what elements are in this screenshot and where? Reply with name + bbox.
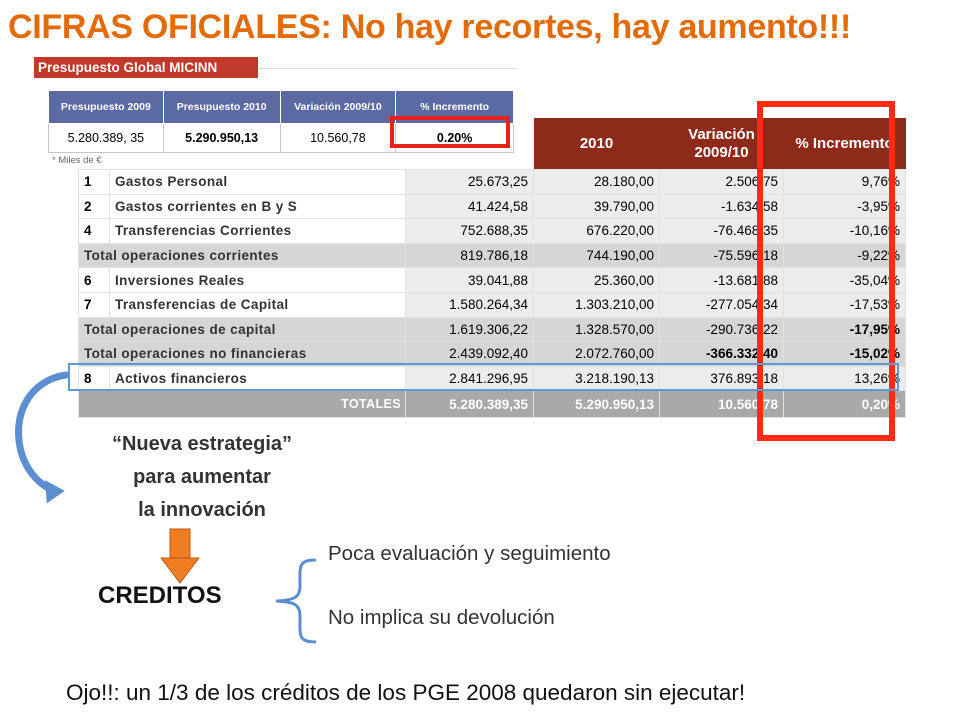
table-row: 4 Transferencias Corrientes 752.688,35 6… (78, 218, 906, 244)
totals-label: TOTALES (78, 390, 406, 419)
highlight-box-percent-column (757, 101, 895, 441)
value-2010: 1.328.570,00 (533, 316, 660, 343)
brace-item-evaluation: Poca evaluación y seguimiento (328, 542, 611, 565)
row-label: Total operaciones corrientes (78, 242, 406, 269)
value-2010: 28.180,00 (533, 169, 660, 195)
strategy-line-3: la innovación (138, 499, 266, 521)
value-2009: 1.580.264,34 (405, 291, 534, 318)
summary-value-2009: 5.280.389, 35 (48, 123, 164, 153)
value-percent: 13,26% (783, 365, 906, 392)
value-2010: 3.218.190,13 (533, 365, 660, 392)
value-2010: 25.360,00 (533, 267, 660, 293)
row-index: 1 (78, 169, 110, 195)
summary-header-variation: Variación 2009/10 (279, 90, 397, 124)
summary-header-row: Presupuesto 2009 Presupuesto 2010 Variac… (48, 90, 514, 124)
value-variation: -1.634,58 (659, 193, 784, 220)
row-label: Total operaciones no financieras (78, 341, 406, 367)
value-2009: 1.619.306,22 (405, 316, 534, 343)
row-label: Activos financieros (109, 365, 406, 392)
down-arrow-icon (160, 528, 200, 584)
page-title: CIFRAS OFICIALES: No hay recortes, hay a… (8, 8, 851, 46)
table-row: 7 Transferencias de Capital 1.580.264,34… (78, 291, 906, 318)
row-label: Transferencias Corrientes (109, 218, 406, 244)
strategy-caption: “Nueva estrategia” para aumentar la inno… (60, 428, 344, 527)
strategy-line-2: para aumentar (133, 466, 271, 488)
subtotal-row: Total operaciones de capital 1.619.306,2… (78, 316, 906, 343)
value-2009: 25.673,25 (405, 169, 534, 195)
row-index: 4 (78, 218, 110, 244)
total-2009: 5.280.389,35 (405, 390, 534, 419)
value-percent: -15,02% (783, 341, 906, 367)
curly-brace-icon (275, 558, 317, 644)
row-index: 7 (78, 291, 110, 318)
banner-divider (258, 68, 516, 69)
table-header-row: 2010 Variación 2009/10 % Incremento (79, 118, 906, 170)
strategy-line-1: “Nueva estrategia” (111, 433, 293, 455)
total-percent: 0,20% (783, 390, 906, 419)
table-row: 2 Gastos corrientes en B y S 41.424,58 3… (78, 193, 906, 220)
row-label: Total operaciones de capital (78, 316, 406, 343)
header-variacion: Variación 2009/10 (659, 118, 784, 170)
table-row: 1 Gastos Personal 25.673,25 28.180,00 2.… (78, 169, 906, 195)
total-2010: 5.290.950,13 (533, 390, 660, 419)
value-2009: 39.041,88 (405, 267, 534, 293)
header-2010: 2010 (533, 118, 660, 170)
summary-value-2010: 5.290.950,13 (162, 123, 281, 153)
value-percent: -17,95% (783, 316, 906, 343)
row-index: 2 (78, 193, 110, 220)
footer-note: Ojo!!: un 1/3 de los créditos de los PGE… (66, 680, 746, 705)
row-label: Transferencias de Capital (109, 291, 406, 318)
brace-item-return: No implica su devolución (328, 606, 555, 629)
table-row: 6 Inversiones Reales 39.041,88 25.360,00… (78, 267, 906, 293)
highlight-box-activos-row (68, 363, 899, 391)
value-percent: -35,04% (783, 267, 906, 293)
row-label: Gastos corrientes en B y S (109, 193, 406, 220)
value-2010: 1.303.210,00 (533, 291, 660, 318)
value-2010: 744.190,00 (533, 242, 660, 269)
summary-header-2009: Presupuesto 2009 (48, 90, 164, 124)
summary-value-variation: 10.560,78 (279, 123, 397, 153)
value-2009: 752.688,35 (405, 218, 534, 244)
row-label: Inversiones Reales (109, 267, 406, 293)
units-note: * Miles de € (52, 155, 102, 166)
value-2009: 2.841.296,95 (405, 365, 534, 392)
value-2009: 41.424,58 (405, 193, 534, 220)
summary-header-2010: Presupuesto 2010 (162, 90, 281, 124)
budget-banner: Presupuesto Global MICINN (34, 57, 258, 78)
value-2010: 39.790,00 (533, 193, 660, 220)
budget-breakdown-table: 2010 Variación 2009/10 % Incremento 1 Ga… (78, 118, 906, 419)
value-percent: -3,95% (783, 193, 906, 220)
value-2009: 819.786,18 (405, 242, 534, 269)
creditos-label: CREDITOS (98, 582, 222, 609)
value-variation: 2.506,75 (659, 169, 784, 195)
curved-arrow-icon (15, 371, 70, 504)
highlight-box-summary-percent (390, 116, 510, 148)
value-2010: 676.220,00 (533, 218, 660, 244)
row-label: Gastos Personal (109, 169, 406, 195)
row-index: 6 (78, 267, 110, 293)
header-incremento: % Incremento (783, 118, 906, 170)
